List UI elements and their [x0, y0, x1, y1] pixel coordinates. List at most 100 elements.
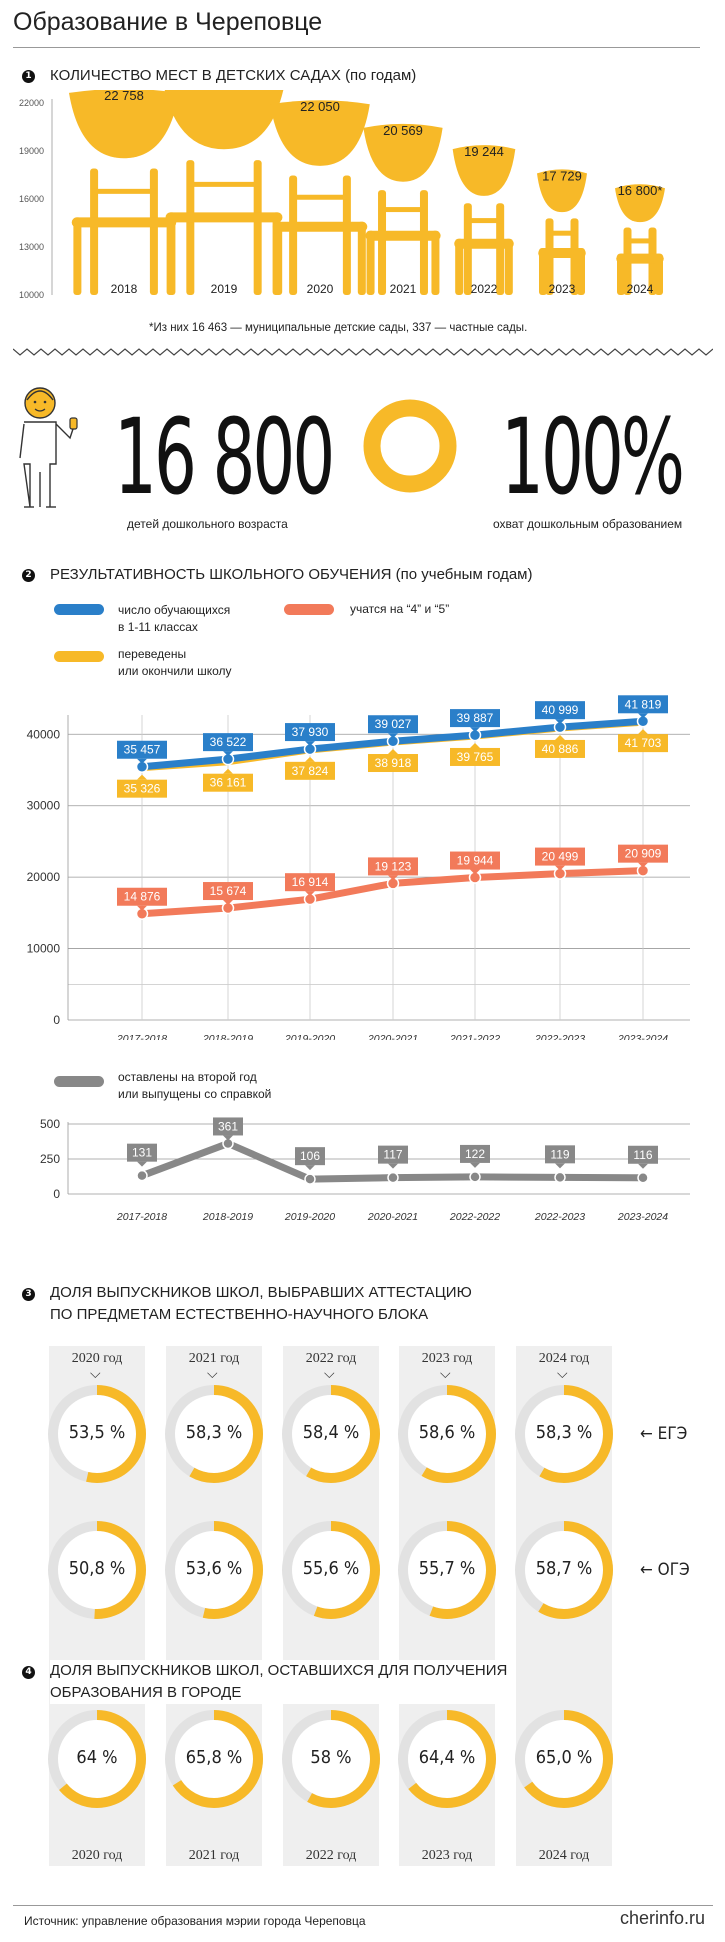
oge-ring-label: 55,7 % [418, 1558, 476, 1579]
legend-label-students: число обучающихся в 1-11 классах [118, 603, 231, 634]
chair-leg [617, 253, 625, 295]
y-tick-label: 40000 [27, 727, 61, 741]
chair-seat [71, 217, 177, 228]
stay-ring [398, 1710, 496, 1808]
chair-leg [90, 168, 99, 295]
stay-ring [515, 1710, 613, 1808]
bar-value-label: 22 050 [300, 99, 340, 114]
y-tick-label: 250 [40, 1152, 60, 1166]
chair-rail [380, 207, 426, 213]
chair-bar [164, 90, 284, 295]
ring-fill [515, 1710, 613, 1808]
legend-swatch-students [54, 604, 104, 615]
passed-data-label-pointer [305, 756, 315, 762]
left-data-label-pointer [388, 1163, 398, 1169]
legend-label-left: оставлены на второй год или выпущены со … [118, 1070, 272, 1101]
left-data-label-box [378, 1145, 408, 1164]
chair-bar [68, 90, 180, 295]
x-tick-label: 2018-2019 [202, 1033, 253, 1040]
chair-leg [342, 175, 351, 295]
page-title: Образование в Череповце [13, 8, 323, 36]
footer-site-link[interactable]: cherinfo.ru [620, 1908, 706, 1928]
students-data-label-pointer [305, 741, 315, 747]
ege-row-label: ← ЕГЭ [640, 1424, 688, 1444]
chair-leg [655, 253, 663, 295]
data-point [554, 1171, 566, 1184]
chair-back [537, 169, 587, 213]
section-4-bullet: 4 [22, 1666, 35, 1679]
left-data-label: 119 [550, 1147, 569, 1161]
students-data-label-box [203, 733, 253, 752]
chair-seat [165, 212, 283, 223]
chair-leg [539, 248, 547, 295]
chevron-down-icon: ⌵ [324, 1366, 335, 1382]
ege-ring [282, 1385, 380, 1483]
oge-ring [282, 1521, 380, 1619]
passed-data-label-box [618, 734, 668, 753]
x-tick-label: 2020-2021 [367, 1211, 418, 1223]
chair-leg [253, 160, 262, 295]
passed-data-label-pointer [223, 768, 233, 774]
chair-leg [455, 238, 464, 295]
section-2-bullet: 2 [22, 569, 35, 582]
chair-bar [452, 145, 516, 295]
chair-bar [270, 100, 370, 295]
left-data-label: 122 [465, 1147, 485, 1161]
chair-seat [454, 238, 514, 249]
x-tick-label: 2021-2022 [449, 1033, 500, 1040]
students-data-label: 35 457 [124, 743, 161, 757]
ring-fill [48, 1521, 146, 1619]
students-data-label: 39 027 [375, 717, 412, 731]
bar-value-label: 17 729 [542, 168, 582, 183]
bar-value-label: 22 758 [104, 90, 144, 103]
y-tick-label: 30000 [27, 799, 61, 813]
good-data-label: 19 123 [375, 859, 412, 873]
legend-swatch-good [284, 604, 334, 615]
good-data-label-box [618, 844, 668, 863]
good-data-label: 16 914 [292, 875, 329, 889]
students-data-label-pointer [223, 751, 233, 757]
school-results-chart: 0 10000 20000 30000 40000 2017-2018 2018-2019 2… [27, 695, 690, 1040]
x-tick-label: 2018 [111, 282, 138, 296]
x-tick-label: 2023 [549, 282, 576, 296]
chair-bar [537, 169, 587, 295]
ege-ring [398, 1385, 496, 1483]
students-data-label-pointer [470, 727, 480, 733]
good-data-label: 14 876 [124, 890, 161, 904]
students-data-label: 40 999 [542, 703, 579, 717]
chair-leg [419, 190, 428, 295]
y-tick-label: 10000 [19, 290, 44, 300]
x-tick-label: 2021 [390, 282, 417, 296]
left-data-label-box [545, 1145, 575, 1164]
section-3-bullet: 3 [22, 1288, 35, 1301]
good-data-label: 20 909 [625, 847, 662, 861]
chevron-down-icon: ⌵ [207, 1366, 218, 1382]
students-data-label-pointer [388, 733, 398, 739]
ring-fill [515, 1521, 613, 1619]
left-data-label-box [295, 1147, 325, 1166]
ring-fill [515, 1385, 613, 1483]
chair-bar [363, 123, 443, 295]
chair-leg [577, 248, 585, 295]
chair-back [363, 123, 443, 182]
passed-data-label-pointer [388, 749, 398, 755]
data-point [387, 1171, 399, 1184]
x-tick-label: 2019-2020 [284, 1211, 335, 1223]
passed-data-label: 40 886 [542, 742, 579, 756]
passed-data-label: 35 326 [124, 782, 161, 796]
oge-row-label: ← ОГЭ [640, 1560, 690, 1580]
oge-ring-label: 50,8 % [68, 1558, 126, 1579]
left-data-label-pointer [223, 1135, 233, 1141]
y-tick-label: 19000 [19, 146, 44, 156]
chair-seat [365, 230, 441, 241]
bar-value-label: 19 244 [464, 144, 504, 159]
oge-ring-label: 53,6 % [185, 1558, 243, 1579]
left-data-label-box [213, 1117, 243, 1136]
x-tick-label: 2020 [307, 282, 334, 296]
ege-ring [48, 1385, 146, 1483]
x-tick-label: 2023-2024 [617, 1033, 668, 1040]
chair-leg [274, 221, 283, 295]
data-point [469, 1171, 481, 1183]
chair-leg [289, 175, 298, 295]
chevron-down-icon: ⌵ [90, 1366, 101, 1382]
